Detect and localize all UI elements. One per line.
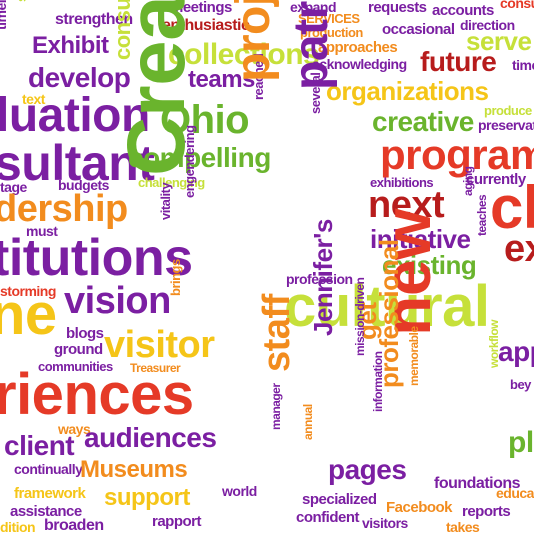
word-dition: dition xyxy=(0,519,36,534)
word-exhibit: Exhibit xyxy=(32,32,109,59)
word-broaden: broaden xyxy=(44,517,104,534)
word-dership: dership xyxy=(0,188,128,230)
word-workflow: workflow xyxy=(487,319,501,368)
word-rapport: rapport xyxy=(152,513,202,530)
word-profession: profession xyxy=(286,271,353,287)
word-project: project xyxy=(227,0,280,82)
word-framework: framework xyxy=(14,485,86,502)
word-meetings: meetings xyxy=(170,0,232,16)
word-budgets: budgets xyxy=(58,177,109,193)
word-annual: annual xyxy=(301,404,315,440)
word-must: must xyxy=(26,223,58,239)
word-bey: bey xyxy=(510,377,531,392)
word-vision: vision xyxy=(64,280,171,322)
word-accounts: accounts xyxy=(432,2,494,19)
word-produce: produce xyxy=(484,103,532,118)
word-luation: luation xyxy=(0,89,150,142)
word-ne: ne xyxy=(0,282,57,347)
word-reports: reports xyxy=(462,503,511,520)
word-tage: tage xyxy=(0,179,27,195)
word-challenging: challenging xyxy=(138,175,205,190)
word-teaches: teaches xyxy=(475,194,489,236)
word-aging: aging xyxy=(461,166,475,197)
word-continually: continually xyxy=(14,461,83,477)
word-programs: programs xyxy=(380,131,534,178)
word-storming: storming xyxy=(0,283,56,299)
word-confident: confident xyxy=(296,509,360,526)
word-pages: pages xyxy=(328,454,407,485)
word-enthusiastic: enthusiastic xyxy=(162,17,250,34)
word-professional: professional xyxy=(374,239,404,388)
word-approaches: approaches xyxy=(318,39,398,56)
word-production: production xyxy=(300,25,363,40)
word-specialized: specialized xyxy=(302,491,377,508)
word-pla: pla xyxy=(508,426,534,459)
word-audiences: audiences xyxy=(84,422,217,453)
word-next: next xyxy=(368,184,445,226)
word-visitors: visitors xyxy=(362,515,408,531)
word-organizations: organizations xyxy=(326,76,489,106)
word-communities: communities xyxy=(38,359,113,374)
word-support: support xyxy=(104,484,190,511)
word-museums: Museums xyxy=(80,456,188,483)
word-ch: ch xyxy=(490,174,534,241)
word-riences: riences xyxy=(0,362,194,427)
word-memorable: memorable xyxy=(407,326,421,386)
word-preservation: preservation xyxy=(478,117,534,133)
word-existing: existing xyxy=(382,250,477,280)
word-initiative: initiative xyxy=(370,224,471,254)
word-mission-driven: mission-driven xyxy=(353,277,367,356)
word-assistance: assistance xyxy=(10,503,82,520)
word-ohio: Ohio xyxy=(160,98,250,142)
word-vitality: vitality xyxy=(158,182,173,220)
word-direction: direction xyxy=(460,17,515,33)
word-consulting-top: consulting xyxy=(500,0,534,11)
word-visitor: visitor xyxy=(104,324,215,366)
word-ground: ground xyxy=(54,341,103,358)
word-text: text xyxy=(22,91,45,107)
word-ex: ex xyxy=(504,228,534,270)
word-foundations: foundations xyxy=(434,475,521,492)
word-future: future xyxy=(420,46,497,77)
word-creative-large: Creative xyxy=(111,0,202,176)
word-app: app xyxy=(498,336,534,367)
word-world: world xyxy=(222,483,257,499)
word-ways: ways xyxy=(58,421,91,437)
word-treasurer: Treasurer xyxy=(130,361,181,375)
word-takes: takes xyxy=(446,519,480,534)
word-blogs: blogs xyxy=(66,325,104,342)
word-brings: brings xyxy=(168,259,183,296)
word-titutions: titutions xyxy=(0,229,193,287)
word-teams: teams xyxy=(188,66,255,93)
word-develop: develop xyxy=(28,62,131,93)
word-exhibitions: exhibitions xyxy=(370,175,434,190)
word-collections: collections xyxy=(168,38,320,71)
word-currently: currently xyxy=(466,171,526,188)
word-client: client xyxy=(4,430,75,461)
word-time: time xyxy=(512,57,534,73)
word-expand: expand xyxy=(290,0,337,15)
word-manager: manager xyxy=(269,383,283,430)
word-timelines: timelines xyxy=(0,0,9,30)
word-compelling: compelling xyxy=(128,142,271,173)
word-jennifers: Jennifer's xyxy=(308,219,338,336)
word-strengthen: strengthen xyxy=(55,11,133,28)
word-patrons: patrons xyxy=(285,0,338,90)
word-acknowledging: acknowledging xyxy=(312,56,407,72)
word-facebook: Facebook xyxy=(386,499,453,516)
word-educators: educators xyxy=(496,485,534,501)
word-sultant: sultant xyxy=(0,135,155,191)
word-services: SERVICES xyxy=(298,11,360,26)
word-occasional: occasional xyxy=(382,21,455,38)
word-serve: serve xyxy=(466,26,532,56)
word-staff: staff xyxy=(256,294,298,372)
word-requests: requests xyxy=(368,0,427,16)
word-creative: creative xyxy=(372,106,474,137)
word-supporters: supporters xyxy=(13,0,29,2)
word-cultural: cultural xyxy=(284,274,490,339)
